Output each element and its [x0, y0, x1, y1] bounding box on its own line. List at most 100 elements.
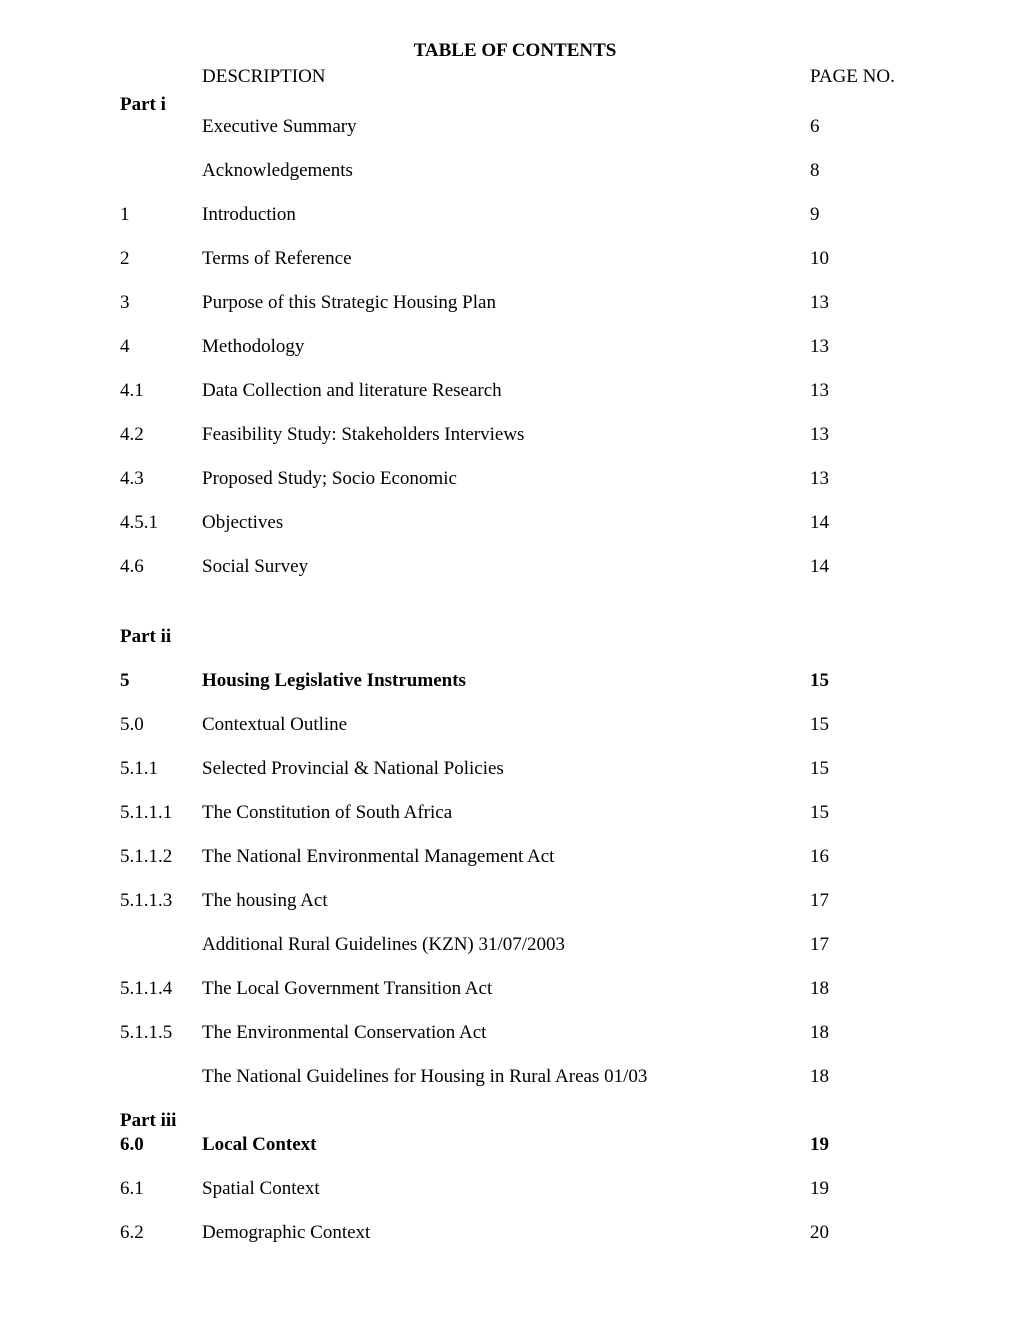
- toc-row-description: The Constitution of South Africa: [202, 802, 810, 824]
- toc-row: 4.3Proposed Study; Socio Economic13: [120, 468, 910, 490]
- toc-row-number: 5.1.1.5: [120, 1022, 202, 1044]
- toc-row-number: 4.5.1: [120, 512, 202, 534]
- toc-row: 5.1.1Selected Provincial & National Poli…: [120, 758, 910, 780]
- toc-row-description: Additional Rural Guidelines (KZN) 31/07/…: [202, 934, 810, 956]
- toc-row-page: 15: [810, 670, 910, 692]
- toc-row-description: Feasibility Study: Stakeholders Intervie…: [202, 424, 810, 446]
- part-ii-label-row: Part ii: [120, 626, 910, 648]
- toc-row: Executive Summary6: [120, 116, 910, 138]
- toc-row: 5.1.1.4The Local Government Transition A…: [120, 978, 910, 1000]
- toc-row-page: 14: [810, 556, 910, 578]
- toc-row-number: 4.2: [120, 424, 202, 446]
- toc-row-page: 15: [810, 802, 910, 824]
- toc-row-number: 6.2: [120, 1222, 202, 1244]
- part-iii-label: Part iii: [120, 1110, 910, 1132]
- toc-row-description: Social Survey: [202, 556, 810, 578]
- header-description: DESCRIPTION: [202, 66, 810, 88]
- toc-row-number: 5.1.1.2: [120, 846, 202, 868]
- toc-body: DESCRIPTION PAGE NO. Part i Executive Su…: [120, 66, 910, 1244]
- toc-row: 5.1.1.1The Constitution of South Africa1…: [120, 802, 910, 824]
- toc-row: 3Purpose of this Strategic Housing Plan1…: [120, 292, 910, 314]
- toc-row-description: Proposed Study; Socio Economic: [202, 468, 810, 490]
- toc-row-page: 13: [810, 424, 910, 446]
- toc-row-page: 17: [810, 934, 910, 956]
- toc-row: 5.1.1.2The National Environmental Manage…: [120, 846, 910, 868]
- toc-row-page: 19: [810, 1178, 910, 1200]
- toc-row-number: 5: [120, 670, 202, 692]
- toc-row: 6.2Demographic Context20: [120, 1222, 910, 1244]
- toc-row-page: 10: [810, 248, 910, 270]
- toc-row: 1Introduction9: [120, 204, 910, 226]
- toc-row-page: 13: [810, 292, 910, 314]
- toc-row-description: Executive Summary: [202, 116, 810, 138]
- toc-row: 2Terms of Reference10: [120, 248, 910, 270]
- toc-row-page: 18: [810, 978, 910, 1000]
- toc-row-description: The Environmental Conservation Act: [202, 1022, 810, 1044]
- toc-row-page: 13: [810, 336, 910, 358]
- toc-row-number: 6.0: [120, 1134, 202, 1156]
- toc-row: The National Guidelines for Housing in R…: [120, 1066, 910, 1088]
- toc-row-number: 2: [120, 248, 202, 270]
- toc-row-page: 6: [810, 116, 910, 138]
- toc-row-number: 6.1: [120, 1178, 202, 1200]
- toc-row-page: 16: [810, 846, 910, 868]
- header-page: PAGE NO.: [810, 66, 910, 88]
- toc-row-page: 19: [810, 1134, 910, 1156]
- toc-row-description: The Local Government Transition Act: [202, 978, 810, 1000]
- toc-row-description: Terms of Reference: [202, 248, 810, 270]
- toc-row-description: Spatial Context: [202, 1178, 810, 1200]
- toc-row-number: 5.1.1.4: [120, 978, 202, 1000]
- toc-row-description: Selected Provincial & National Policies: [202, 758, 810, 780]
- toc-row-description: Local Context: [202, 1134, 810, 1156]
- toc-row: 5.0Contextual Outline15: [120, 714, 910, 736]
- toc-row-description: Acknowledgements: [202, 160, 810, 182]
- toc-row-page: 17: [810, 890, 910, 912]
- toc-row-description: Contextual Outline: [202, 714, 810, 736]
- toc-row-number: 4.1: [120, 380, 202, 402]
- toc-row: 4.5.1Objectives14: [120, 512, 910, 534]
- toc-row-description: Data Collection and literature Research: [202, 380, 810, 402]
- part-ii-label: Part ii: [120, 626, 202, 648]
- toc-row-number: 5.1.1: [120, 758, 202, 780]
- toc-row-number: 5.1.1.3: [120, 890, 202, 912]
- toc-row-description: The National Guidelines for Housing in R…: [202, 1066, 810, 1088]
- toc-row: 6.0Local Context19: [120, 1134, 910, 1156]
- toc-row-description: Purpose of this Strategic Housing Plan: [202, 292, 810, 314]
- toc-row: 4.2Feasibility Study: Stakeholders Inter…: [120, 424, 910, 446]
- part-i-label: Part i: [120, 94, 910, 116]
- toc-row: Additional Rural Guidelines (KZN) 31/07/…: [120, 934, 910, 956]
- toc-row-number: 5.1.1.1: [120, 802, 202, 824]
- toc-row-number: 4.3: [120, 468, 202, 490]
- toc-row: 6.1Spatial Context19: [120, 1178, 910, 1200]
- toc-row-page: 20: [810, 1222, 910, 1244]
- toc-row-page: 14: [810, 512, 910, 534]
- toc-row: Acknowledgements8: [120, 160, 910, 182]
- toc-row: 4.6Social Survey14: [120, 556, 910, 578]
- toc-row-number: 1: [120, 204, 202, 226]
- toc-row-page: 15: [810, 714, 910, 736]
- toc-row-description: Objectives: [202, 512, 810, 534]
- toc-row-page: 13: [810, 380, 910, 402]
- toc-row-description: Demographic Context: [202, 1222, 810, 1244]
- toc-row-description: Introduction: [202, 204, 810, 226]
- toc-row-description: The National Environmental Management Ac…: [202, 846, 810, 868]
- toc-row: 4.1Data Collection and literature Resear…: [120, 380, 910, 402]
- toc-row-number: 3: [120, 292, 202, 314]
- toc-row-page: 8: [810, 160, 910, 182]
- toc-header-row: DESCRIPTION PAGE NO.: [120, 66, 910, 88]
- toc-row-description: Methodology: [202, 336, 810, 358]
- toc-row-page: 15: [810, 758, 910, 780]
- toc-row: 4Methodology13: [120, 336, 910, 358]
- toc-row-number: 5.0: [120, 714, 202, 736]
- toc-row-number: 4.6: [120, 556, 202, 578]
- toc-row-page: 18: [810, 1022, 910, 1044]
- toc-row-description: Housing Legislative Instruments: [202, 670, 810, 692]
- toc-row-page: 13: [810, 468, 910, 490]
- toc-row: 5.1.1.5The Environmental Conservation Ac…: [120, 1022, 910, 1044]
- toc-row-page: 9: [810, 204, 910, 226]
- page-title: TABLE OF CONTENTS: [120, 40, 910, 62]
- toc-row: 5Housing Legislative Instruments15: [120, 670, 910, 692]
- toc-row-number: 4: [120, 336, 202, 358]
- toc-row-description: The housing Act: [202, 890, 810, 912]
- toc-row-page: 18: [810, 1066, 910, 1088]
